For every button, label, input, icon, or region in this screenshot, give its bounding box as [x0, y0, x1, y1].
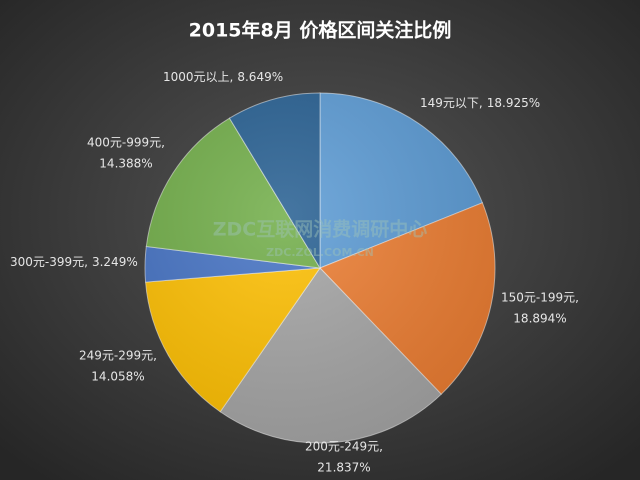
- data-label: 8.649%: [237, 70, 283, 84]
- watermark-url: ZDC.ZOL.COM.CN: [266, 246, 374, 259]
- category-label: 150元-199元,: [501, 291, 579, 305]
- pie: [144, 92, 496, 444]
- slice-label: 300元-399元, 3.249%: [10, 255, 138, 269]
- category-label: 149元以下,: [420, 96, 483, 110]
- data-label: 14.388%: [99, 157, 152, 171]
- category-label: 200元-249元,: [305, 440, 383, 454]
- data-label: 14.058%: [91, 370, 144, 384]
- data-label: 21.837%: [317, 461, 370, 475]
- data-label: 3.249%: [92, 255, 138, 269]
- category-label: 400元-999元,: [87, 136, 165, 150]
- data-label: 18.925%: [487, 96, 540, 110]
- slice-label: 149元以下, 18.925%: [420, 96, 540, 110]
- data-label: 18.894%: [513, 312, 566, 326]
- slice-label: 1000元以上, 8.649%: [163, 70, 283, 84]
- category-label: 249元-299元,: [79, 349, 157, 363]
- category-label: 300元-399元,: [10, 255, 88, 269]
- chart-title: 2015年8月 价格区间关注比例: [189, 19, 452, 42]
- watermark: ZDC互联网消费调研中心: [213, 218, 428, 241]
- labels: 149元以下, 18.925% 150元-199元, 18.894% 200元-249元…: [10, 70, 579, 475]
- category-label: 1000元以上,: [163, 70, 233, 84]
